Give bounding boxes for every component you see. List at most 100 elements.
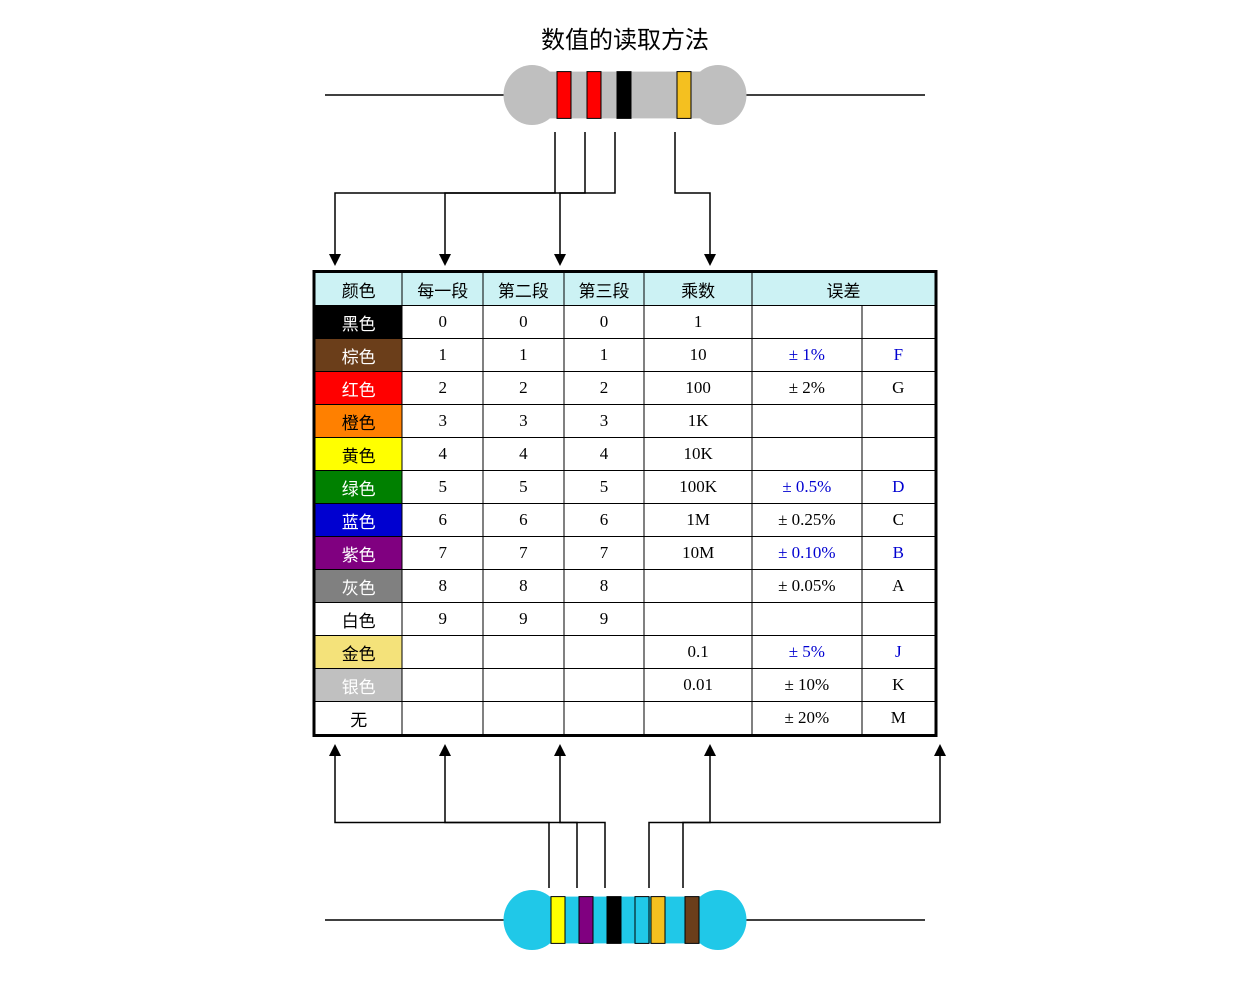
band-cell: 2	[402, 372, 483, 405]
band-cell	[483, 669, 564, 702]
multiplier-cell: 100K	[644, 471, 752, 504]
tolerance-cell: ± 2%	[752, 372, 862, 405]
band-cell: 0	[483, 306, 564, 339]
band-cell	[483, 636, 564, 669]
table-row: 棕色11110± 1%F	[315, 339, 935, 372]
band-cell	[564, 702, 645, 735]
tolerance-code-cell	[862, 306, 935, 339]
multiplier-cell: 10	[644, 339, 752, 372]
multiplier-cell: 1K	[644, 405, 752, 438]
tolerance-cell: ± 1%	[752, 339, 862, 372]
page-title: 数值的读取方法	[0, 20, 1250, 55]
table-row: 黄色44410K	[315, 438, 935, 471]
color-name-cell: 紫色	[315, 537, 402, 570]
th-band-1: 每一段	[402, 273, 483, 306]
band-cell: 3	[402, 405, 483, 438]
multiplier-cell: 10M	[644, 537, 752, 570]
color-name-cell: 无	[315, 702, 402, 735]
multiplier-cell: 100	[644, 372, 752, 405]
table-row: 银色 0.01± 10%K	[315, 669, 935, 702]
band-cell: 2	[483, 372, 564, 405]
band-cell: 0	[564, 306, 645, 339]
multiplier-cell: 0.01	[644, 669, 752, 702]
band-cell	[402, 636, 483, 669]
table-row: 黑色0001	[315, 306, 935, 339]
tolerance-code-cell: G	[862, 372, 935, 405]
band-cell: 8	[564, 570, 645, 603]
band-cell: 9	[483, 603, 564, 636]
band-cell: 7	[402, 537, 483, 570]
tolerance-code-cell: B	[862, 537, 935, 570]
tolerance-code-cell: C	[862, 504, 935, 537]
band-cell	[402, 669, 483, 702]
band-cell: 5	[483, 471, 564, 504]
tolerance-code-cell	[862, 405, 935, 438]
resistor-top-diagram	[325, 55, 925, 135]
band-cell	[564, 636, 645, 669]
color-name-cell: 棕色	[315, 339, 402, 372]
multiplier-cell	[644, 702, 752, 735]
color-name-cell: 银色	[315, 669, 402, 702]
band-cell	[402, 702, 483, 735]
resistor-bottom-diagram	[325, 880, 925, 960]
multiplier-cell	[644, 603, 752, 636]
band-cell: 7	[483, 537, 564, 570]
band-cell: 1	[483, 339, 564, 372]
multiplier-cell: 0.1	[644, 636, 752, 669]
th-band-2: 第二段	[483, 273, 564, 306]
tolerance-cell: ± 0.5%	[752, 471, 862, 504]
tolerance-cell: ± 0.05%	[752, 570, 862, 603]
table-row: 橙色3331K	[315, 405, 935, 438]
tolerance-cell: ± 20%	[752, 702, 862, 735]
table-row: 金色0.1± 5%J	[315, 636, 935, 669]
th-band-3: 第三段	[564, 273, 645, 306]
table-row: 无± 20%M	[315, 702, 935, 735]
th-multiplier: 乘数	[644, 273, 752, 306]
multiplier-cell: 10K	[644, 438, 752, 471]
band-cell: 1	[564, 339, 645, 372]
band-cell	[483, 702, 564, 735]
band-cell: 1	[402, 339, 483, 372]
tolerance-cell: ± 0.25%	[752, 504, 862, 537]
th-color: 颜色	[315, 273, 402, 306]
color-name-cell: 金色	[315, 636, 402, 669]
tolerance-cell	[752, 438, 862, 471]
tolerance-cell: ± 10%	[752, 669, 862, 702]
tolerance-cell: ± 0.10%	[752, 537, 862, 570]
band-cell: 0	[402, 306, 483, 339]
tolerance-cell	[752, 306, 862, 339]
band-cell: 6	[402, 504, 483, 537]
th-tolerance: 误差	[752, 273, 935, 306]
band-cell: 5	[402, 471, 483, 504]
band-cell: 8	[402, 570, 483, 603]
arrows-bottom	[0, 740, 1250, 890]
color-code-table: 颜色每一段第二段第三段乘数误差黑色0001棕色11110± 1%F红色22210…	[313, 270, 938, 737]
multiplier-cell: 1M	[644, 504, 752, 537]
tolerance-code-cell: K	[862, 669, 935, 702]
band-cell	[564, 669, 645, 702]
tolerance-code-cell	[862, 603, 935, 636]
table-row: 紫色77710M± 0.10%B	[315, 537, 935, 570]
band-cell: 7	[564, 537, 645, 570]
band-cell: 9	[402, 603, 483, 636]
band-cell: 9	[564, 603, 645, 636]
band-cell: 4	[483, 438, 564, 471]
color-name-cell: 红色	[315, 372, 402, 405]
band-cell: 6	[564, 504, 645, 537]
band-cell: 2	[564, 372, 645, 405]
color-name-cell: 绿色	[315, 471, 402, 504]
color-name-cell: 黑色	[315, 306, 402, 339]
tolerance-code-cell: D	[862, 471, 935, 504]
table-row: 灰色888± 0.05%A	[315, 570, 935, 603]
tolerance-code-cell: J	[862, 636, 935, 669]
color-name-cell: 白色	[315, 603, 402, 636]
table-row: 蓝色6661M± 0.25%C	[315, 504, 935, 537]
arrows-top	[0, 130, 1250, 270]
band-cell: 3	[564, 405, 645, 438]
color-name-cell: 橙色	[315, 405, 402, 438]
band-cell: 8	[483, 570, 564, 603]
table-row: 白色999	[315, 603, 935, 636]
table-row: 红色222100± 2%G	[315, 372, 935, 405]
band-cell: 3	[483, 405, 564, 438]
color-name-cell: 灰色	[315, 570, 402, 603]
